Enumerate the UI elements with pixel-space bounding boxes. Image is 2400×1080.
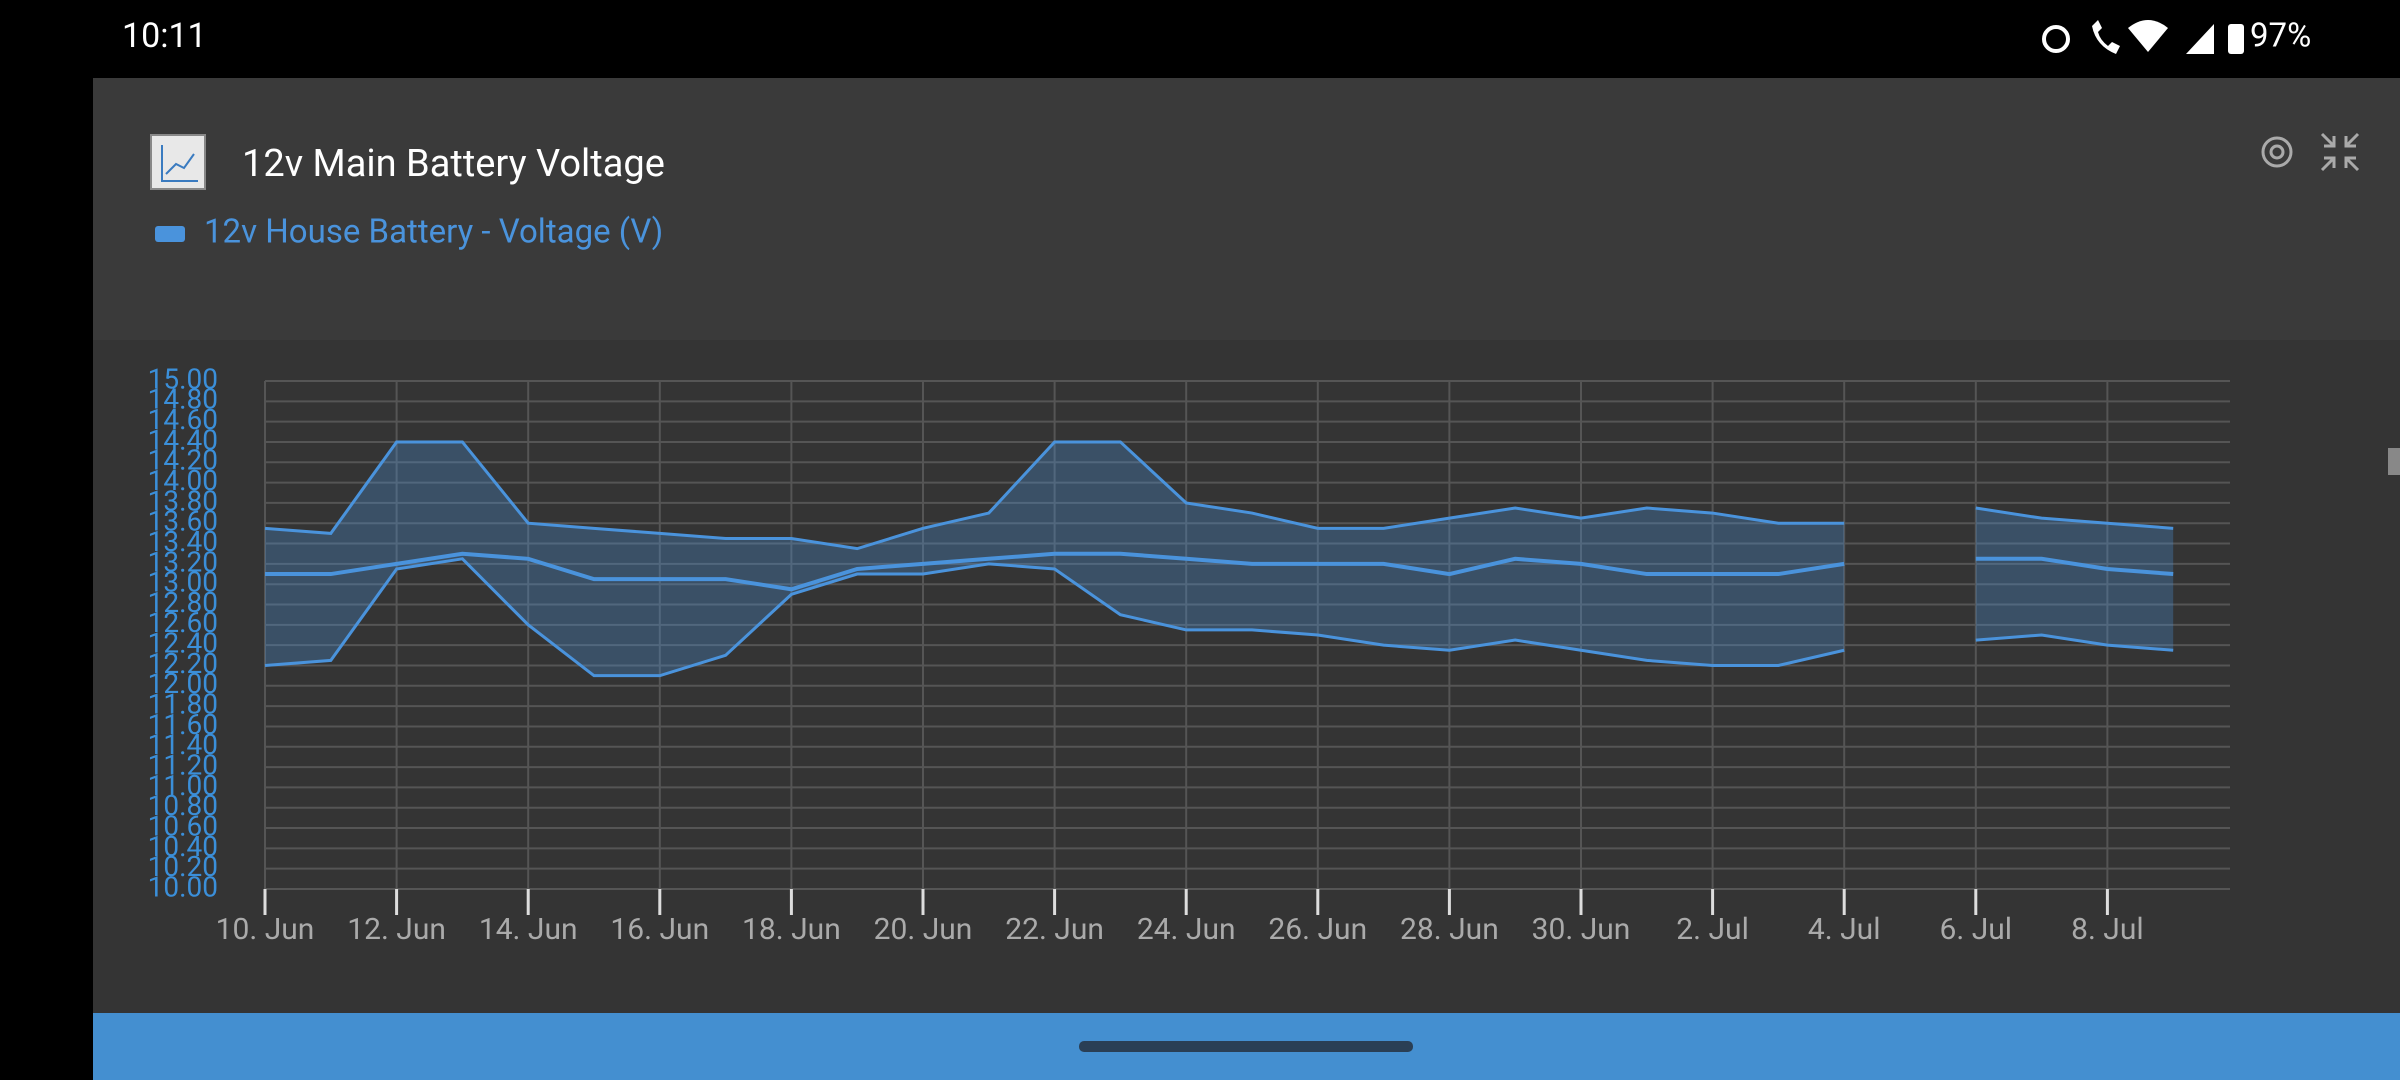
- x-tick-label: 4. Jul: [1808, 912, 1881, 947]
- x-tick-label: 20. Jun: [874, 912, 973, 947]
- legend-entry[interactable]: 12v House Battery - Voltage (V): [204, 213, 663, 252]
- y-tick-label: 15.00: [148, 362, 218, 395]
- x-tick-label: 6. Jul: [1939, 912, 2012, 947]
- y-tick-label: 11.60: [148, 708, 218, 741]
- y-tick-label: 13.20: [148, 545, 218, 578]
- y-tick-label: 10.00: [148, 870, 218, 903]
- y-tick-label: 14.00: [148, 464, 218, 497]
- low-line: [264, 557, 2174, 678]
- home-handle[interactable]: [1079, 1041, 1413, 1052]
- plot: 10.0010.2010.4010.6010.8011.0011.2011.40…: [148, 362, 2230, 947]
- x-tick-label: 24. Jun: [1137, 912, 1236, 947]
- y-tick-label: 12.40: [148, 627, 218, 660]
- chart-title: 12v Main Battery Voltage: [242, 142, 665, 186]
- x-tick-label: 18. Jun: [742, 912, 841, 947]
- y-tick-label: 12.00: [148, 667, 218, 700]
- x-tick-label: 16. Jun: [610, 912, 709, 947]
- collapse-icon[interactable]: [2320, 132, 2360, 172]
- x-tick-label: 2. Jul: [1676, 912, 1749, 947]
- y-tick-label: 13.00: [148, 566, 218, 599]
- y-tick-label: 14.20: [148, 444, 218, 477]
- range-area: [1975, 508, 2174, 651]
- x-tick-label: 14. Jun: [479, 912, 578, 947]
- y-tick-label: 13.40: [148, 525, 218, 558]
- y-tick-label: 10.60: [148, 809, 218, 842]
- x-tick-label: 28. Jun: [1400, 912, 1499, 947]
- scrollbar: [2388, 448, 2400, 475]
- settings-icon[interactable]: [2261, 136, 2293, 168]
- x-tick-label: 26. Jun: [1268, 912, 1367, 947]
- y-tick-label: 12.80: [148, 586, 218, 619]
- y-tick-label: 10.20: [148, 850, 218, 883]
- y-tick-label: 10.40: [148, 830, 218, 863]
- x-tick-label: 30. Jun: [1532, 912, 1631, 947]
- y-tick-label: 11.40: [148, 728, 218, 761]
- y-tick-label: 11.20: [148, 748, 218, 781]
- x-tick-label: 22. Jun: [1005, 912, 1104, 947]
- range-area: [265, 441, 1845, 676]
- y-tick-label: 10.80: [148, 789, 218, 822]
- y-tick-label: 14.60: [148, 403, 218, 436]
- clock: 10:11: [122, 16, 207, 56]
- x-tick-label: 8. Jul: [2071, 912, 2144, 947]
- x-tick-label: 12. Jun: [347, 912, 446, 947]
- y-tick-label: 13.60: [148, 505, 218, 538]
- y-tick-label: 11.00: [148, 769, 218, 802]
- y-tick-label: 12.60: [148, 606, 218, 639]
- high-line: [264, 440, 2174, 551]
- y-tick-label: 13.80: [148, 484, 218, 517]
- legend-icon: [155, 226, 185, 242]
- chart-icon: [150, 134, 206, 190]
- chart-area: [93, 340, 2400, 1013]
- y-tick-label: 14.80: [148, 383, 218, 416]
- y-tick-label: 12.20: [148, 647, 218, 680]
- x-tick-label: 10. Jun: [216, 912, 315, 947]
- mean-line: [265, 551, 2174, 592]
- y-tick-label: 14.40: [148, 423, 218, 456]
- status-icons: [2042, 20, 2244, 54]
- y-tick-label: 11.80: [148, 688, 218, 721]
- battery-level: 97%: [2250, 17, 2311, 56]
